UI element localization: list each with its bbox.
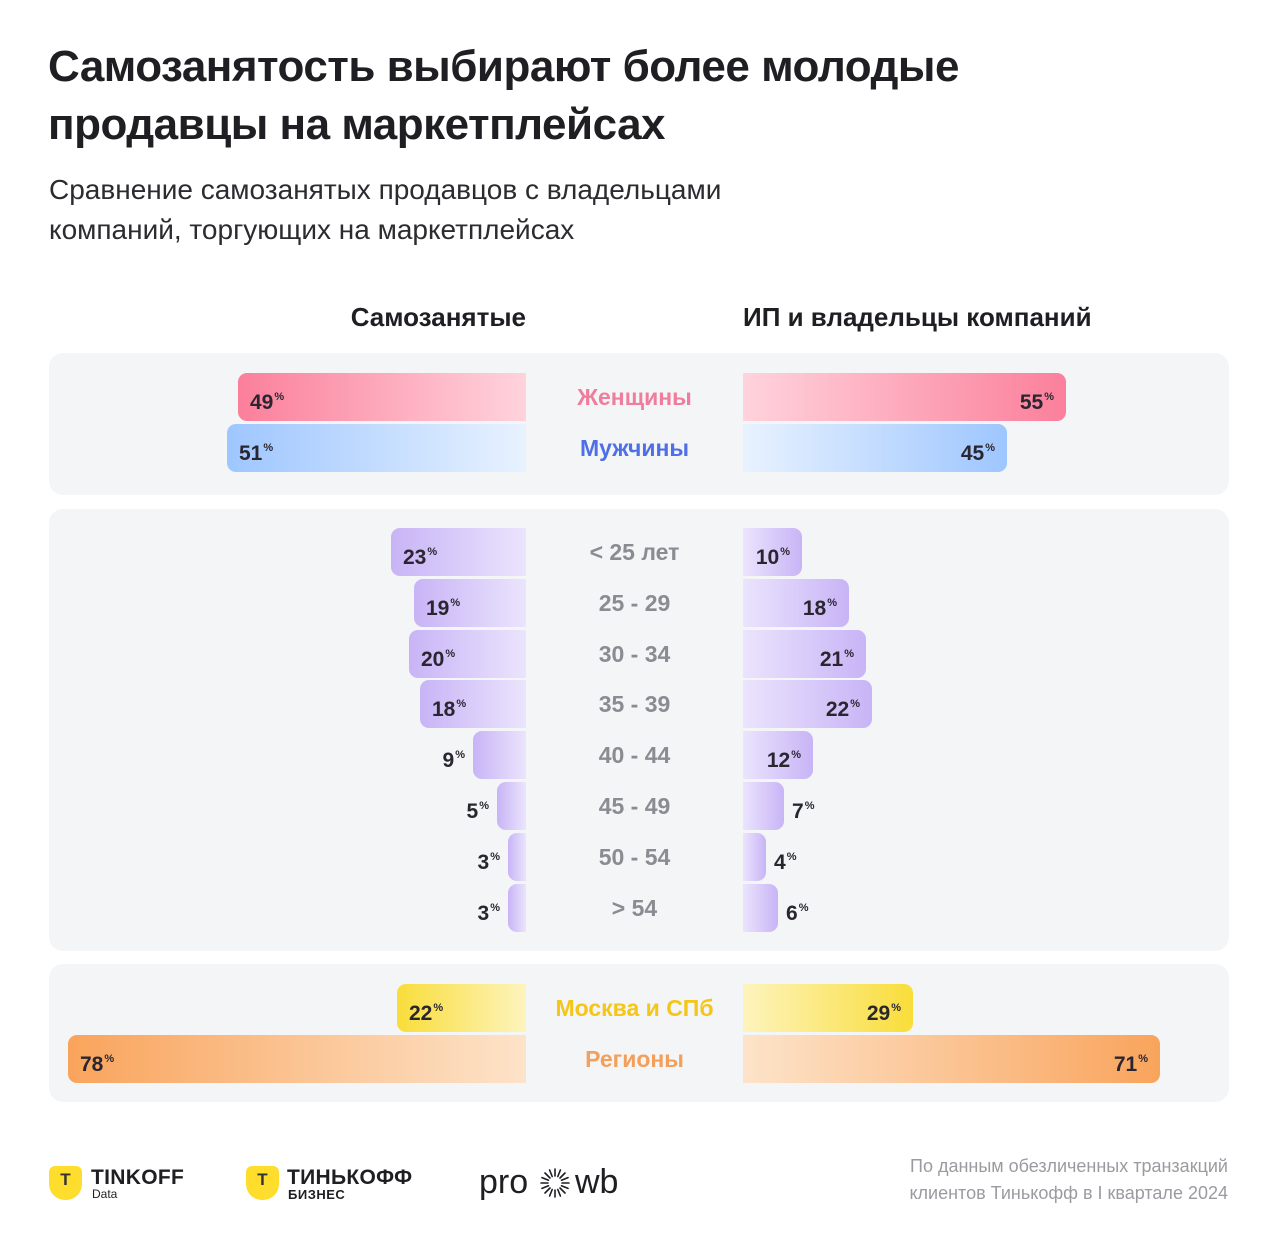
category-label: Регионы xyxy=(585,1046,684,1072)
bar-companies xyxy=(743,884,778,932)
data-label: 10% xyxy=(755,546,790,569)
tinkoff-business-wordmark: ТИНЬКОФФ xyxy=(287,1166,413,1189)
category-label: Москва и СПб xyxy=(555,995,714,1021)
bar-self-employed xyxy=(227,424,526,472)
column-header-self-employed: Самозанятые xyxy=(350,302,526,332)
bar-companies xyxy=(743,528,802,576)
category-label: < 25 лет xyxy=(589,539,680,565)
bar-companies xyxy=(743,833,766,881)
data-label: 20% xyxy=(421,648,456,671)
bar-self-employed xyxy=(238,373,526,421)
category-label: 25 - 29 xyxy=(598,590,671,616)
bar-self-employed xyxy=(473,731,526,779)
bar-self-employed xyxy=(414,579,526,627)
data-source-note: По данным обезличенных транзакций клиент… xyxy=(909,1153,1228,1207)
data-label: 45% xyxy=(960,442,995,465)
data-label: 3% xyxy=(477,902,500,925)
bar-self-employed xyxy=(508,833,526,881)
subtitle-line-1: Сравнение самозанятых продавцов с владел… xyxy=(49,174,722,205)
data-label: 21% xyxy=(819,648,854,671)
bar-companies xyxy=(743,680,872,728)
data-label: 19% xyxy=(426,597,461,620)
category-label: 35 - 39 xyxy=(598,691,671,717)
bar-companies xyxy=(743,984,913,1032)
bar-companies xyxy=(743,579,849,627)
data-label: 29% xyxy=(866,1002,901,1025)
data-label: 3% xyxy=(477,851,500,874)
data-label: 6% xyxy=(786,902,809,925)
bar-self-employed xyxy=(397,984,526,1032)
data-label: 4% xyxy=(774,851,797,874)
bar-companies xyxy=(743,630,866,678)
category-label: 50 - 54 xyxy=(598,844,671,870)
data-label: 78% xyxy=(80,1053,115,1076)
data-label: 5% xyxy=(466,800,489,823)
chart-title: Самозанятость выбирают более молодые про… xyxy=(48,38,1148,154)
bar-companies xyxy=(743,424,1007,472)
title-line-2: продавцы на маркетплейсах xyxy=(48,100,666,149)
data-label: 71% xyxy=(1113,1053,1148,1076)
bar-self-employed xyxy=(508,884,526,932)
prowb-left: pro xyxy=(479,1163,529,1201)
category-label: 40 - 44 xyxy=(598,742,671,768)
source-line-2: клиентов Тинькофф в I квартале 2024 xyxy=(909,1183,1228,1203)
chart-subtitle: Сравнение самозанятых продавцов с владел… xyxy=(49,170,949,250)
prowb-right: wb xyxy=(575,1163,619,1201)
bar-self-employed xyxy=(409,630,526,678)
bar-self-employed xyxy=(391,528,526,576)
bar-companies xyxy=(743,1035,1160,1083)
data-label: 51% xyxy=(239,442,274,465)
data-label: 9% xyxy=(442,749,465,772)
data-label: 49% xyxy=(250,391,285,414)
data-label: 22% xyxy=(825,698,860,721)
data-label: 23% xyxy=(403,546,438,569)
category-label: > 54 xyxy=(611,895,658,921)
bar-self-employed xyxy=(497,782,526,830)
age-panel xyxy=(49,509,1229,951)
subtitle-line-2: компаний, торгующих на маркетплейсах xyxy=(49,214,575,245)
data-label: 22% xyxy=(409,1002,444,1025)
data-label: 12% xyxy=(766,749,801,772)
tinkoff-shield-icon: T xyxy=(49,1166,82,1200)
title-line-1: Самозанятость выбирают более молодые xyxy=(48,42,959,91)
bar-self-employed xyxy=(420,680,526,728)
tinkoff-business-sub: БИЗНЕС xyxy=(288,1187,346,1202)
data-label: 7% xyxy=(792,800,815,823)
column-header-companies: ИП и владельцы компаний xyxy=(743,302,1092,332)
tinkoff-wordmark: TINKOFF xyxy=(91,1166,185,1189)
tinkoff-shield-icon: T xyxy=(246,1166,279,1200)
bar-self-employed xyxy=(68,1035,526,1083)
category-label: Мужчины xyxy=(580,435,689,461)
data-label: 55% xyxy=(1019,391,1054,414)
data-label: 18% xyxy=(432,698,467,721)
category-label: 45 - 49 xyxy=(598,793,671,819)
bar-companies xyxy=(743,782,784,830)
category-label: Женщины xyxy=(577,384,692,410)
bar-companies xyxy=(743,731,813,779)
tinkoff-sub: Data xyxy=(92,1187,118,1201)
starburst-icon xyxy=(540,1168,570,1198)
bar-companies xyxy=(743,373,1066,421)
data-label: 18% xyxy=(802,597,837,620)
category-label: 30 - 34 xyxy=(598,641,671,667)
source-line-1: По данным обезличенных транзакций xyxy=(910,1156,1228,1176)
